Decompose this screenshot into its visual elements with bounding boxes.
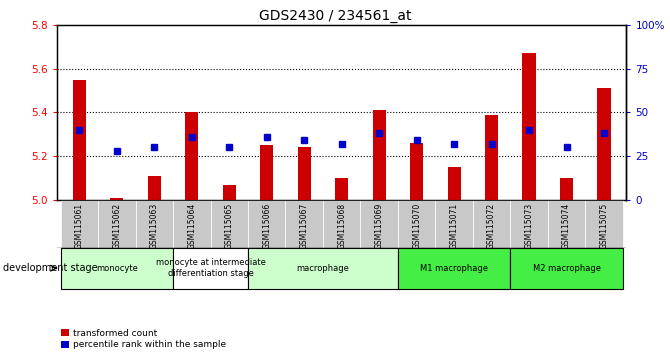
- Bar: [398, 248, 511, 289]
- Bar: [360, 200, 398, 248]
- Bar: [323, 200, 360, 248]
- Bar: [186, 112, 198, 200]
- Bar: [373, 110, 386, 200]
- Bar: [260, 145, 273, 200]
- Text: GSM115072: GSM115072: [487, 202, 496, 249]
- Bar: [560, 178, 573, 200]
- Text: macrophage: macrophage: [297, 264, 349, 273]
- Text: GSM115068: GSM115068: [337, 202, 346, 249]
- Text: GSM115063: GSM115063: [150, 202, 159, 249]
- Bar: [410, 143, 423, 200]
- Text: GSM115064: GSM115064: [188, 202, 196, 249]
- Bar: [511, 248, 622, 289]
- Text: GSM115074: GSM115074: [562, 202, 571, 249]
- Text: GSM115073: GSM115073: [525, 202, 533, 249]
- Bar: [473, 200, 511, 248]
- Text: GSM115067: GSM115067: [299, 202, 309, 249]
- Bar: [222, 185, 236, 200]
- Text: GSM115071: GSM115071: [450, 202, 458, 249]
- Bar: [61, 248, 173, 289]
- Bar: [297, 147, 311, 200]
- Text: M2 macrophage: M2 macrophage: [533, 264, 600, 273]
- Bar: [135, 200, 173, 248]
- Bar: [335, 178, 348, 200]
- Bar: [585, 200, 622, 248]
- Text: GSM115069: GSM115069: [375, 202, 384, 249]
- Bar: [73, 80, 86, 200]
- Bar: [61, 200, 98, 248]
- Text: monocyte at intermediate
differentiation stage: monocyte at intermediate differentiation…: [155, 258, 265, 278]
- Text: GSM115065: GSM115065: [225, 202, 234, 249]
- Bar: [398, 200, 436, 248]
- Text: GSM115066: GSM115066: [262, 202, 271, 249]
- Bar: [98, 200, 135, 248]
- Bar: [598, 88, 610, 200]
- Legend: transformed count, percentile rank within the sample: transformed count, percentile rank withi…: [62, 329, 226, 349]
- Bar: [448, 167, 461, 200]
- Bar: [436, 200, 473, 248]
- Bar: [248, 248, 398, 289]
- Bar: [523, 53, 535, 200]
- Bar: [210, 200, 248, 248]
- Bar: [173, 248, 248, 289]
- Text: GSM115070: GSM115070: [412, 202, 421, 249]
- Text: development stage: development stage: [3, 263, 98, 273]
- Bar: [548, 200, 585, 248]
- Text: GSM115062: GSM115062: [113, 202, 121, 249]
- Bar: [173, 200, 210, 248]
- Text: GSM115061: GSM115061: [75, 202, 84, 249]
- Bar: [148, 176, 161, 200]
- Text: M1 macrophage: M1 macrophage: [420, 264, 488, 273]
- Text: monocyte: monocyte: [96, 264, 138, 273]
- Text: GSM115075: GSM115075: [600, 202, 608, 249]
- Bar: [485, 115, 498, 200]
- Bar: [111, 198, 123, 200]
- Text: GDS2430 / 234561_at: GDS2430 / 234561_at: [259, 9, 411, 23]
- Bar: [511, 200, 548, 248]
- Bar: [285, 200, 323, 248]
- Bar: [248, 200, 285, 248]
